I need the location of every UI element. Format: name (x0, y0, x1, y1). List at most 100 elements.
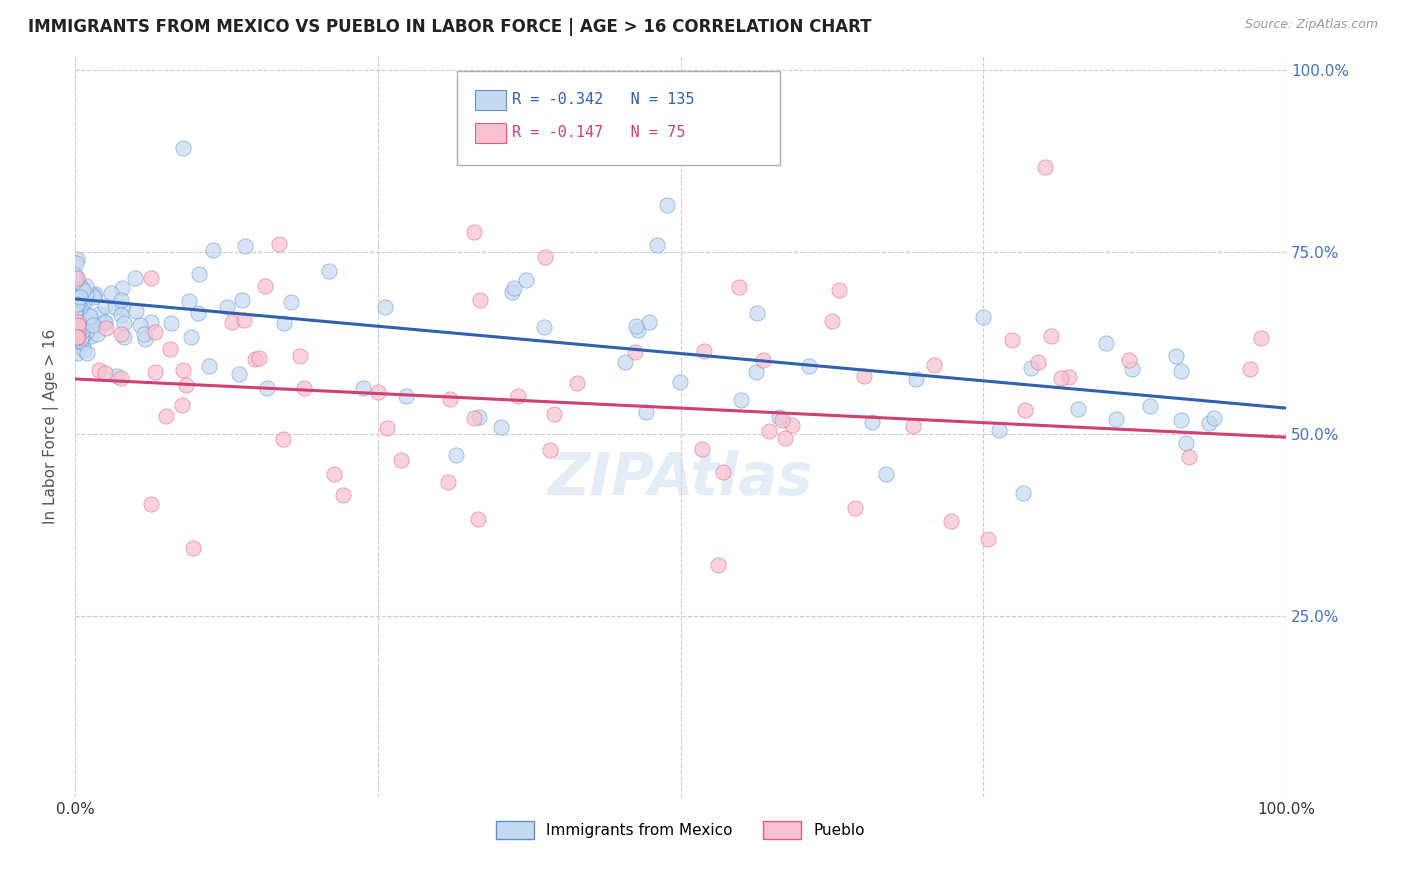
Point (110, 326, 132, 341)
Point (503, 281, 526, 295)
Point (318, 264, 340, 278)
Point (844, 500, 866, 515)
Point (247, 351, 270, 366)
Point (111, 300, 134, 314)
Point (322, 467, 344, 481)
Point (1170, 364, 1192, 378)
Point (538, 443, 561, 458)
Point (172, 141, 194, 155)
Point (82, 288, 104, 302)
Point (183, 541, 205, 555)
Point (174, 377, 197, 392)
Point (624, 319, 647, 334)
Point (180, 330, 202, 344)
Point (1121, 361, 1143, 376)
Point (668, 375, 690, 389)
Point (256, 381, 278, 395)
Point (770, 413, 793, 427)
Point (63, 293, 86, 308)
Point (463, 410, 485, 425)
Point (65, 305, 87, 319)
Point (143, 366, 166, 380)
Point (83, 290, 105, 304)
Point (565, 376, 588, 391)
Point (159, 343, 181, 357)
Point (860, 415, 883, 429)
Text: IMMIGRANTS FROM MEXICO VS PUEBLO IN LABOR FORCE | AGE > 16 CORRELATION CHART: IMMIGRANTS FROM MEXICO VS PUEBLO IN LABO… (28, 18, 872, 36)
Point (645, 238, 668, 252)
Point (634, 405, 657, 419)
Point (508, 389, 530, 403)
Point (72, 283, 94, 297)
Point (1170, 413, 1192, 427)
Point (437, 475, 460, 489)
Point (280, 295, 302, 310)
Point (468, 410, 491, 425)
Point (820, 314, 842, 328)
Point (80, 328, 103, 343)
Point (233, 313, 256, 327)
Point (124, 271, 146, 285)
Point (63, 305, 86, 319)
Point (75, 312, 97, 326)
Point (70, 299, 93, 313)
Point (94, 299, 117, 313)
Point (711, 465, 734, 479)
Point (374, 300, 396, 314)
Point (1040, 329, 1063, 343)
Point (467, 512, 489, 526)
Point (1014, 402, 1036, 417)
Point (903, 418, 925, 433)
Point (1105, 412, 1128, 426)
Point (439, 392, 461, 406)
Point (66, 315, 89, 329)
Point (228, 367, 250, 381)
Point (70, 280, 93, 294)
Point (1139, 400, 1161, 414)
Point (271, 432, 294, 446)
Point (707, 558, 730, 573)
Point (1050, 370, 1073, 384)
Point (747, 306, 769, 320)
Point (332, 488, 354, 502)
Point (63, 274, 86, 288)
Point (72, 336, 94, 351)
Point (110, 293, 132, 308)
Point (657, 197, 679, 211)
Point (543, 408, 565, 422)
Point (290, 349, 312, 363)
Point (905, 372, 928, 386)
Point (1035, 160, 1057, 174)
Point (93, 315, 115, 329)
Point (69, 321, 91, 335)
Point (1164, 349, 1187, 363)
Point (267, 236, 290, 251)
Point (86, 326, 108, 341)
Point (389, 453, 412, 467)
Point (446, 448, 468, 462)
Point (188, 268, 211, 282)
Point (67, 315, 90, 329)
Point (65, 346, 87, 360)
Point (66, 320, 89, 334)
Point (94, 367, 117, 381)
Point (1067, 402, 1090, 417)
Point (202, 243, 225, 257)
Point (72, 343, 94, 357)
Point (187, 306, 209, 320)
Point (76, 346, 98, 360)
Point (972, 310, 994, 325)
Point (170, 398, 193, 412)
Point (79, 309, 101, 323)
Point (797, 359, 820, 373)
Point (66, 252, 89, 267)
Point (752, 352, 775, 367)
Point (65, 307, 87, 321)
Point (134, 332, 156, 346)
Point (1202, 411, 1225, 425)
Point (377, 421, 399, 435)
Point (198, 359, 221, 374)
Point (93, 315, 115, 329)
Point (143, 325, 166, 339)
Point (66, 271, 89, 285)
